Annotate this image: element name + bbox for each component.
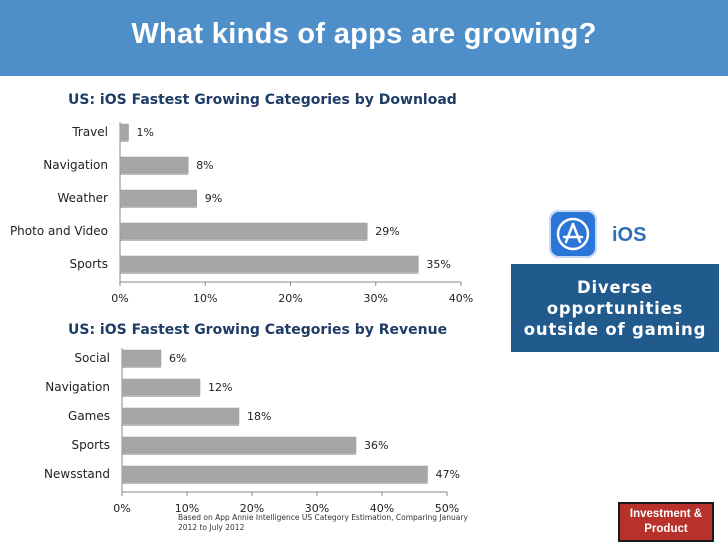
footnote-line: 2012 to July 2012: [178, 523, 245, 532]
data-label: 35%: [426, 258, 450, 271]
x-tick-label: 40%: [370, 502, 394, 515]
bar: [121, 465, 428, 483]
chart-title: US: iOS Fastest Growing Categories by Re…: [68, 322, 447, 338]
callout-box: Diverse opportunities outside of gaming: [511, 264, 719, 352]
chart-title: US: iOS Fastest Growing Categories by Do…: [68, 92, 457, 108]
category-label: Travel: [71, 125, 108, 139]
source-footnote: Based on App Annie Intelligence US Categ…: [178, 513, 538, 533]
bar: [119, 189, 197, 207]
x-tick-label: 10%: [193, 292, 217, 305]
bar: [119, 123, 129, 141]
bar: [121, 436, 357, 454]
x-tick-label: 20%: [278, 292, 302, 305]
category-label: Navigation: [45, 380, 110, 394]
callout-line: Diverse: [576, 277, 654, 297]
badge-line: Product: [644, 523, 688, 535]
category-label: Photo and Video: [10, 224, 108, 238]
category-label: Newsstand: [44, 467, 110, 481]
bar: [121, 378, 201, 396]
data-label: 6%: [169, 352, 186, 365]
data-label: 29%: [375, 225, 399, 238]
data-label: 47%: [436, 468, 460, 481]
page-title: What kinds of apps are growing?: [131, 18, 597, 50]
category-label: Sports: [70, 257, 108, 271]
platform-label: iOS: [612, 224, 647, 246]
x-tick-label: 50%: [435, 502, 459, 515]
category-label: Games: [68, 409, 110, 423]
category-label: Social: [74, 351, 110, 365]
footnote-line: Based on App Annie Intelligence US Categ…: [178, 513, 468, 522]
bar: [119, 156, 189, 174]
app-store-icon: [549, 210, 597, 258]
data-label: 1%: [137, 126, 154, 139]
data-label: 8%: [196, 159, 213, 172]
x-tick-label: 10%: [175, 502, 199, 515]
callout-line: outside of gaming: [523, 319, 707, 339]
callout-line: opportunities: [546, 298, 684, 318]
x-tick-label: 0%: [111, 292, 128, 305]
department-badge: Investment & Product: [618, 502, 714, 542]
x-tick-label: 20%: [240, 502, 264, 515]
data-label: 18%: [247, 410, 271, 423]
category-label: Sports: [72, 438, 110, 452]
bar: [119, 222, 368, 240]
x-tick-label: 40%: [449, 292, 473, 305]
data-label: 9%: [205, 192, 222, 205]
data-label: 12%: [208, 381, 232, 394]
category-label: Weather: [57, 191, 108, 205]
bar: [119, 255, 419, 273]
category-label: Navigation: [43, 158, 108, 172]
x-tick-label: 0%: [113, 502, 130, 515]
bar: [121, 349, 162, 367]
x-tick-label: 30%: [364, 292, 388, 305]
bar: [121, 407, 240, 425]
badge-line: Investment &: [629, 508, 703, 520]
header-banner: What kinds of apps are growing?: [0, 0, 728, 76]
x-tick-label: 30%: [305, 502, 329, 515]
data-label: 36%: [364, 439, 388, 452]
